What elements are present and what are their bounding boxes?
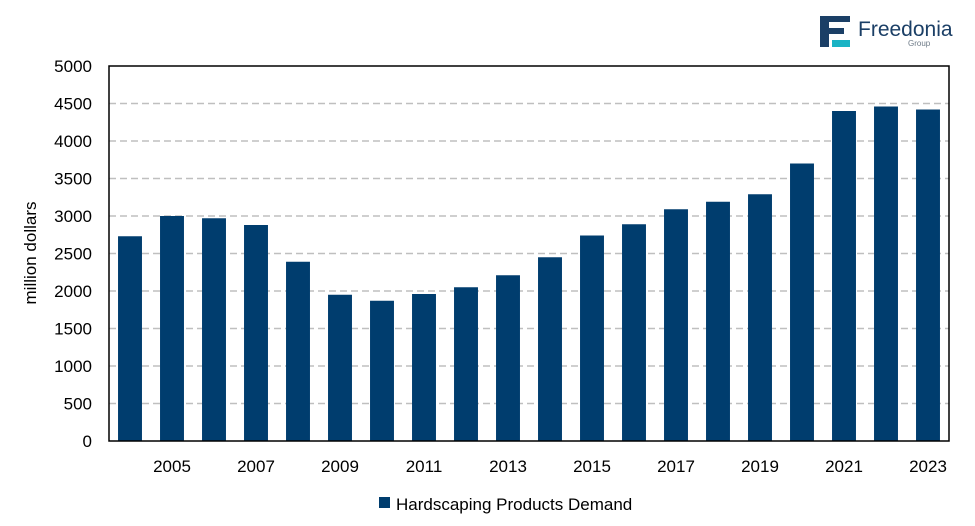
bar-series	[118, 106, 940, 441]
bar-2005	[160, 216, 184, 441]
bar-2015	[580, 235, 604, 441]
x-tick-label: 2023	[909, 457, 947, 476]
legend-label: Hardscaping Products Demand	[396, 495, 632, 514]
x-tick-label: 2015	[573, 457, 611, 476]
y-tick-label: 4500	[54, 95, 92, 114]
y-axis-label: million dollars	[21, 202, 40, 305]
y-tick-label: 1500	[54, 320, 92, 339]
y-tick-label: 4000	[54, 132, 92, 151]
y-tick-label: 3500	[54, 170, 92, 189]
bar-2008	[286, 261, 310, 441]
freedonia-logo: Freedonia Group	[820, 16, 953, 48]
x-tick-label: 2007	[237, 457, 275, 476]
logo-wordmark: Freedonia	[858, 18, 953, 41]
y-tick-label: 500	[64, 395, 92, 414]
x-tick-label: 2019	[741, 457, 779, 476]
x-tick-label: 2005	[153, 457, 191, 476]
legend: Hardscaping Products Demand	[379, 495, 632, 514]
bar-2012	[454, 287, 478, 441]
bar-2006	[202, 218, 226, 441]
y-tick-label: 5000	[54, 57, 92, 76]
bar-2016	[622, 224, 646, 441]
x-tick-label: 2013	[489, 457, 527, 476]
gridlines	[109, 102, 949, 405]
y-tick-label: 1000	[54, 357, 92, 376]
bar-2022	[874, 106, 898, 441]
bar-2017	[664, 209, 688, 441]
legend-swatch	[379, 497, 390, 508]
bar-2004	[118, 236, 142, 441]
bar-2010	[370, 300, 394, 441]
y-axis-ticks: 0 500 1000 1500 2000 2500 3000 3500 4000 4500 5000	[54, 57, 92, 451]
x-tick-label: 2009	[321, 457, 359, 476]
logo-mark-top-icon	[820, 16, 850, 22]
bar-2018	[706, 201, 730, 441]
y-tick-label: 2500	[54, 245, 92, 264]
x-axis-ticks: 2005 2007 2009 2011 2013 2015 2017 2019 2021 2023	[153, 457, 947, 476]
y-tick-label: 3000	[54, 207, 92, 226]
bar-2014	[538, 257, 562, 441]
bar-2021	[832, 111, 856, 441]
x-tick-label: 2017	[657, 457, 695, 476]
bar-2009	[328, 294, 352, 441]
bar-2023	[916, 109, 940, 441]
bar-2019	[748, 194, 772, 441]
bar-2013	[496, 275, 520, 441]
logo-mark-accent-icon	[832, 40, 850, 47]
y-tick-label: 2000	[54, 282, 92, 301]
y-tick-label: 0	[83, 432, 92, 451]
x-tick-label: 2011	[406, 457, 443, 476]
plot-area-frame	[108, 65, 950, 442]
bar-2011	[412, 294, 436, 441]
logo-mark-middle-icon	[820, 28, 844, 34]
bar-2020	[790, 163, 814, 441]
bar-2007	[244, 225, 268, 441]
x-tick-label: 2021	[825, 457, 863, 476]
logo-subtitle: Group	[908, 39, 931, 48]
